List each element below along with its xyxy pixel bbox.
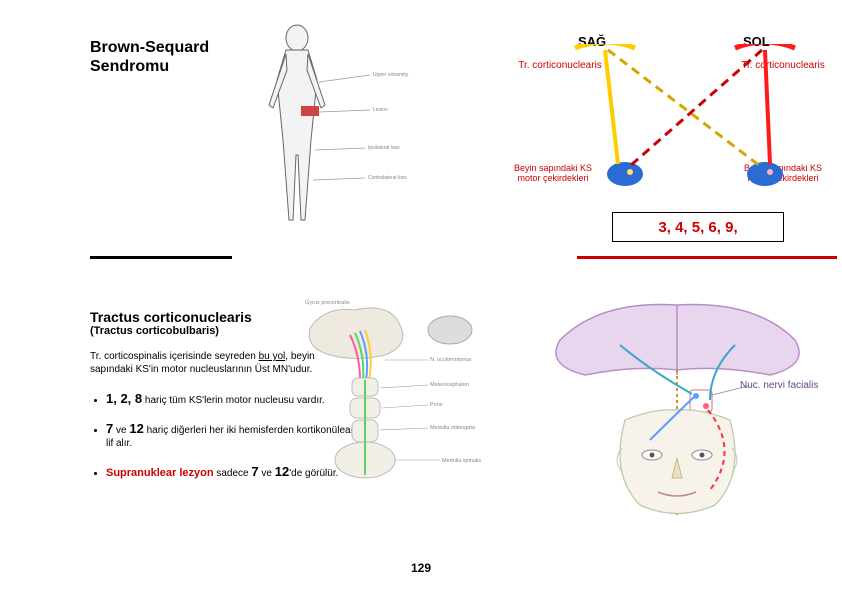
anat-label-d: Pons: [430, 402, 443, 408]
svg-text:Ipsilateral loss: Ipsilateral loss: [368, 145, 400, 151]
title-line1: Brown-Sequard: [90, 39, 209, 56]
bullet2-b: 12: [129, 421, 143, 436]
bullet3-label: Supranuklear lezyon: [106, 467, 214, 479]
svg-text:Contralateral loss: Contralateral loss: [368, 175, 407, 181]
body-diagram: Upper extremity Lesion Ipsilateral loss …: [245, 20, 475, 235]
cranial-nerve-numbers: 3, 4, 5, 6, 9,: [612, 212, 784, 242]
anat-label-e: Medulla oblongata: [430, 425, 476, 431]
anat-label-a: Gyrus precentralis: [305, 300, 350, 306]
nucleus-label: Nuc. nervi facialis: [740, 380, 818, 391]
title-line2: Sendromu: [90, 58, 169, 75]
bullet3-rest-a: sadece: [214, 468, 252, 479]
corticonuclear-diagram: [560, 44, 820, 204]
page-number: 129: [0, 561, 842, 575]
anat-label-b: N. oculomotorius: [430, 357, 472, 363]
tract-anatomy-diagram: Gyrus precentralis N. oculomotorius Mese…: [300, 300, 510, 490]
anat-label-f: Medulla spinalis: [442, 458, 481, 464]
bullet2-mid: ve: [113, 425, 129, 436]
svg-text:Upper extremity: Upper extremity: [373, 72, 409, 78]
intro-pre: Tr. corticospinalis içerisinde seyreden: [90, 351, 259, 362]
bullet1-rest: hariç tüm KS'lerin motor nucleusu vardır…: [142, 395, 325, 406]
svg-text:Lesion: Lesion: [373, 107, 388, 113]
bullet3-num-b: 12: [275, 464, 289, 479]
intro-underlined: bu yol: [259, 351, 286, 362]
divider-right: [577, 256, 837, 259]
bullet1-nums: 1, 2, 8: [106, 391, 142, 406]
page-title: Brown-Sequard Sendromu: [90, 38, 209, 76]
anat-label-c: Mesencephalon: [430, 382, 469, 388]
bullet3-num-a: 7: [251, 464, 258, 479]
bullet3-mid2: ve: [259, 468, 275, 479]
divider-left: [90, 256, 232, 259]
facial-nerve-diagram: [540, 300, 815, 525]
